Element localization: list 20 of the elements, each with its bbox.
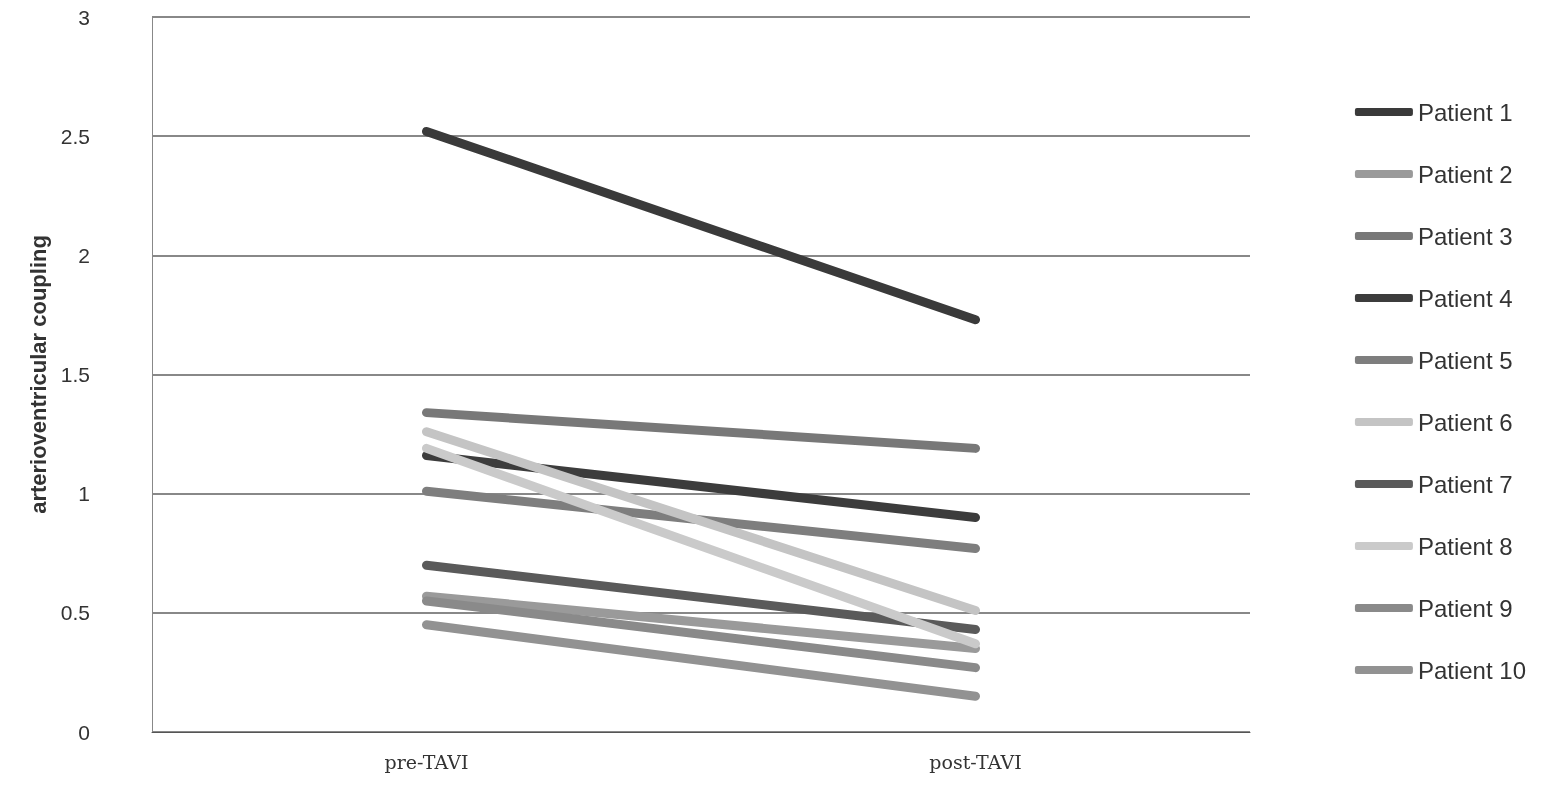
legend-label: Patient 6 [1417, 408, 1513, 436]
legend-label: Patient 1 [1417, 98, 1513, 126]
y-axis-title: arterioventricular coupling [26, 235, 52, 514]
x-tick-label: pre-TAVI [384, 750, 469, 773]
legend-label: Patient 5 [1417, 346, 1513, 374]
legend-label: Patient 9 [1417, 594, 1513, 622]
legend-label: Patient 10 [1417, 656, 1527, 684]
legend-label: Patient 3 [1417, 222, 1513, 250]
legend-label: Patient 7 [1417, 470, 1513, 498]
y-tick-label: 3 [78, 5, 90, 29]
y-tick-label: 1 [78, 482, 90, 506]
x-tick-label: post-TAVI [929, 750, 1022, 773]
legend-label: Patient 4 [1417, 284, 1513, 312]
legend-label: Patient 2 [1417, 160, 1513, 188]
legend-label: Patient 8 [1417, 532, 1513, 560]
y-tick-label: 2 [78, 243, 90, 267]
y-tick-label: 2.5 [60, 124, 90, 148]
y-tick-label: 1.5 [60, 363, 90, 386]
y-tick-label: 0.5 [60, 601, 90, 625]
y-tick-label: 0 [78, 720, 90, 744]
